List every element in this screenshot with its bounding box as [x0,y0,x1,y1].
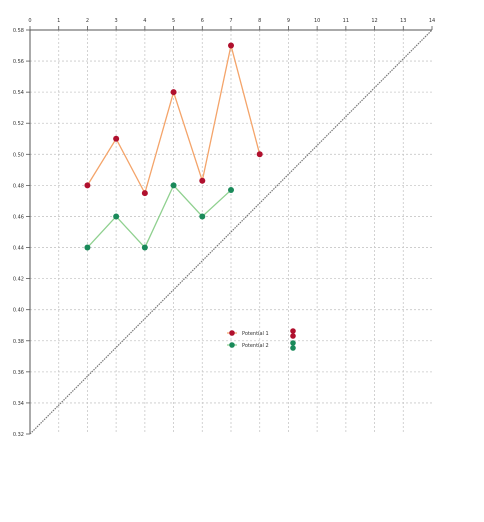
chart-series [84,42,263,251]
y-tick-label: 0.54 [13,90,24,96]
series-2-point [228,187,234,194]
x-tick-label: 5 [172,18,175,24]
x-tick-label: 6 [201,18,204,24]
legend-swatch-marker [229,342,235,348]
x-tick-label: 1 [57,18,60,24]
legend-marker [290,340,296,346]
y-tick-label: 0.36 [13,370,24,376]
series-2-point [141,244,148,251]
series-2-line [86,184,232,249]
series-2-point [170,182,177,189]
x-tick-label: 0 [28,18,31,24]
y-tick-label: 0.52 [13,121,24,127]
series-2-point [84,244,91,251]
series-2-point [113,213,120,220]
x-tick-label: 3 [115,18,118,24]
x-tick-label: 14 [429,18,435,24]
y-tick-label: 0.34 [13,401,24,407]
y-tick-label: 0.58 [13,28,24,34]
x-tick-label: 12 [371,18,377,24]
y-tick-label: 0.50 [13,152,24,158]
x-tick-label: 9 [287,18,290,24]
x-tick-label: 10 [314,18,320,24]
y-tick-label: 0.56 [13,59,24,65]
y-tick-label: 0.44 [13,246,24,252]
series-1-point [199,177,206,184]
x-tick-label: 7 [229,18,232,24]
y-axis-ticks: 0.58 0.56 0.54 0.52 0.50 0.48 0.46 0.44 0.42 0.40… [13,28,30,438]
x-tick-label: 13 [400,18,406,24]
series-1-point [84,182,91,189]
x-tick-label: 2 [86,18,89,24]
y-tick-label: 0.46 [13,214,24,220]
legend-swatch-marker [229,330,235,336]
chart-grid [30,30,432,434]
legend-marker [290,328,296,334]
legend-marker [290,333,296,339]
y-tick-label: 0.32 [13,432,24,438]
series-1-point [228,42,234,49]
y-tick-label: 0.38 [13,339,24,345]
series-2-point [199,213,206,220]
chart-legend: Potential 1 Potential 2 [227,328,296,351]
y-tick-label: 0.42 [13,277,24,283]
x-axis-ticks: 0 1 2 3 4 5 6 7 8 9 10 11 12 13 14 [28,18,435,30]
x-tick-label: 4 [143,18,146,24]
y-tick-label: 0.40 [13,308,24,314]
legend-label: Potential 1 [242,331,269,337]
legend-label: Potential 2 [242,343,269,349]
y-tick-label: 0.48 [13,183,24,189]
series-1-point [113,135,120,142]
series-1-point [170,89,177,96]
x-tick-label: 11 [343,18,349,24]
x-tick-label: 8 [258,18,261,24]
series-1-point [141,190,148,197]
legend-marker [290,345,296,351]
series-1-point [256,151,263,158]
